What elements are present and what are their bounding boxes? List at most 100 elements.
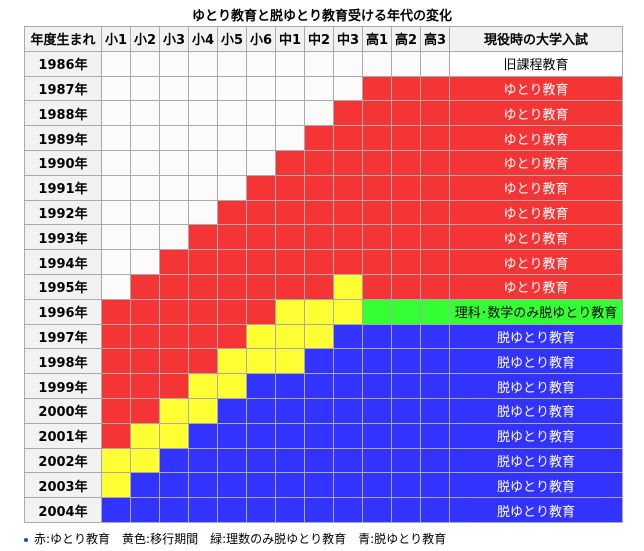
grade-cell [188, 422, 218, 449]
year-cell: 1991年 [24, 174, 102, 201]
grade-cell [391, 174, 421, 201]
year-cell: 1987年 [24, 75, 102, 102]
grade-cell [420, 348, 450, 375]
grade-cell [130, 298, 160, 325]
year-cell: 1996年 [24, 298, 102, 325]
education-table: 年度生まれ 小1 小2 小3 小4 小5 小6 中1 中2 中3 高1 高2 高… [24, 26, 623, 523]
grade-cell [130, 323, 160, 350]
grade-cell [101, 422, 131, 449]
grade-cell [362, 298, 392, 325]
grade-cell [362, 199, 392, 226]
grade-cell [188, 323, 218, 350]
result-cell: 脱ゆとり教育 [449, 373, 623, 399]
result-cell: ゆとり教育 [449, 75, 623, 102]
grade-cell [217, 397, 247, 424]
grade-cell [188, 50, 218, 77]
year-cell: 1990年 [24, 149, 102, 176]
result-cell: ゆとり教育 [449, 125, 623, 151]
grade-cell [246, 224, 276, 251]
grade-cell [333, 472, 363, 499]
grade-cell [130, 447, 160, 474]
grade-cell [159, 323, 189, 350]
result-cell: ゆとり教育 [449, 149, 623, 176]
grade-cell [130, 273, 160, 300]
grade-cell [188, 174, 218, 201]
grade-cell [275, 447, 305, 474]
grade-cell [420, 75, 450, 102]
grade-cell [101, 50, 131, 77]
result-cell: 脱ゆとり教育 [449, 447, 623, 474]
grade-cell [391, 50, 421, 77]
grade-cell [246, 373, 276, 399]
grade-cell [304, 100, 334, 127]
table-row: 1987年 ゆとり教育 [24, 75, 623, 102]
grade-cell [159, 447, 189, 474]
result-cell: 理科･数学のみ脱ゆとり教育 [449, 298, 623, 325]
grade-cell [420, 249, 450, 275]
grade-cell [217, 224, 247, 251]
grade-cell [304, 249, 334, 275]
table-row: 1994年 ゆとり教育 [24, 249, 623, 275]
grade-cell [333, 298, 363, 325]
grade-cell [159, 497, 189, 523]
grade-cell [420, 199, 450, 226]
year-cell: 1992年 [24, 199, 102, 226]
year-column-header: 年度生まれ [24, 26, 102, 52]
year-cell: 2001年 [24, 422, 102, 449]
grade-cell [188, 447, 218, 474]
grade-cell [420, 50, 450, 77]
grade-cell [304, 149, 334, 176]
grade-cell [333, 249, 363, 275]
table-row: 1995年 ゆとり教育 [24, 273, 623, 300]
grade-cell [420, 447, 450, 474]
grade-cell [420, 298, 450, 325]
grade-cell [275, 125, 305, 151]
table-row: 1986年 旧課程教育 [24, 50, 623, 77]
grade-cell [391, 373, 421, 399]
table-row: 1989年 ゆとり教育 [24, 125, 623, 151]
table-row: 1988年 ゆとり教育 [24, 100, 623, 127]
table-row: 2001年 脱ゆとり教育 [24, 422, 623, 449]
grade-cell [304, 447, 334, 474]
result-cell: 脱ゆとり教育 [449, 472, 623, 499]
year-cell: 1986年 [24, 50, 102, 77]
grade-header: 中1 [275, 26, 305, 52]
grade-cell [159, 125, 189, 151]
grade-cell [101, 100, 131, 127]
result-cell: 脱ゆとり教育 [449, 348, 623, 375]
grade-header: 小5 [217, 26, 247, 52]
grade-cell [217, 497, 247, 523]
grade-header: 小2 [130, 26, 160, 52]
grade-cell [304, 323, 334, 350]
grade-cell [130, 100, 160, 127]
grade-cell [101, 447, 131, 474]
grade-cell [362, 50, 392, 77]
table-row: 1999年 脱ゆとり教育 [24, 373, 623, 399]
grade-cell [246, 199, 276, 226]
year-cell: 1995年 [24, 273, 102, 300]
grade-cell [217, 125, 247, 151]
grade-cell [217, 348, 247, 375]
grade-header: 高2 [391, 26, 421, 52]
table-row: 1998年 脱ゆとり教育 [24, 348, 623, 375]
grade-cell [275, 75, 305, 102]
grade-cell [217, 174, 247, 201]
grade-cell [188, 273, 218, 300]
grade-cell [130, 348, 160, 375]
grade-cell [101, 298, 131, 325]
grade-cell [275, 100, 305, 127]
grade-cell [159, 224, 189, 251]
grade-cell [420, 273, 450, 300]
grade-cell [275, 149, 305, 176]
grade-cell [188, 373, 218, 399]
grade-cell [159, 174, 189, 201]
grade-cell [159, 348, 189, 375]
grade-cell [420, 323, 450, 350]
year-cell: 1999年 [24, 373, 102, 399]
grade-cell [130, 373, 160, 399]
grade-cell [130, 497, 160, 523]
table-row: 2003年 脱ゆとり教育 [24, 472, 623, 499]
table-row: 2004年 脱ゆとり教育 [24, 497, 623, 523]
year-cell: 2004年 [24, 497, 102, 523]
grade-cell [275, 273, 305, 300]
